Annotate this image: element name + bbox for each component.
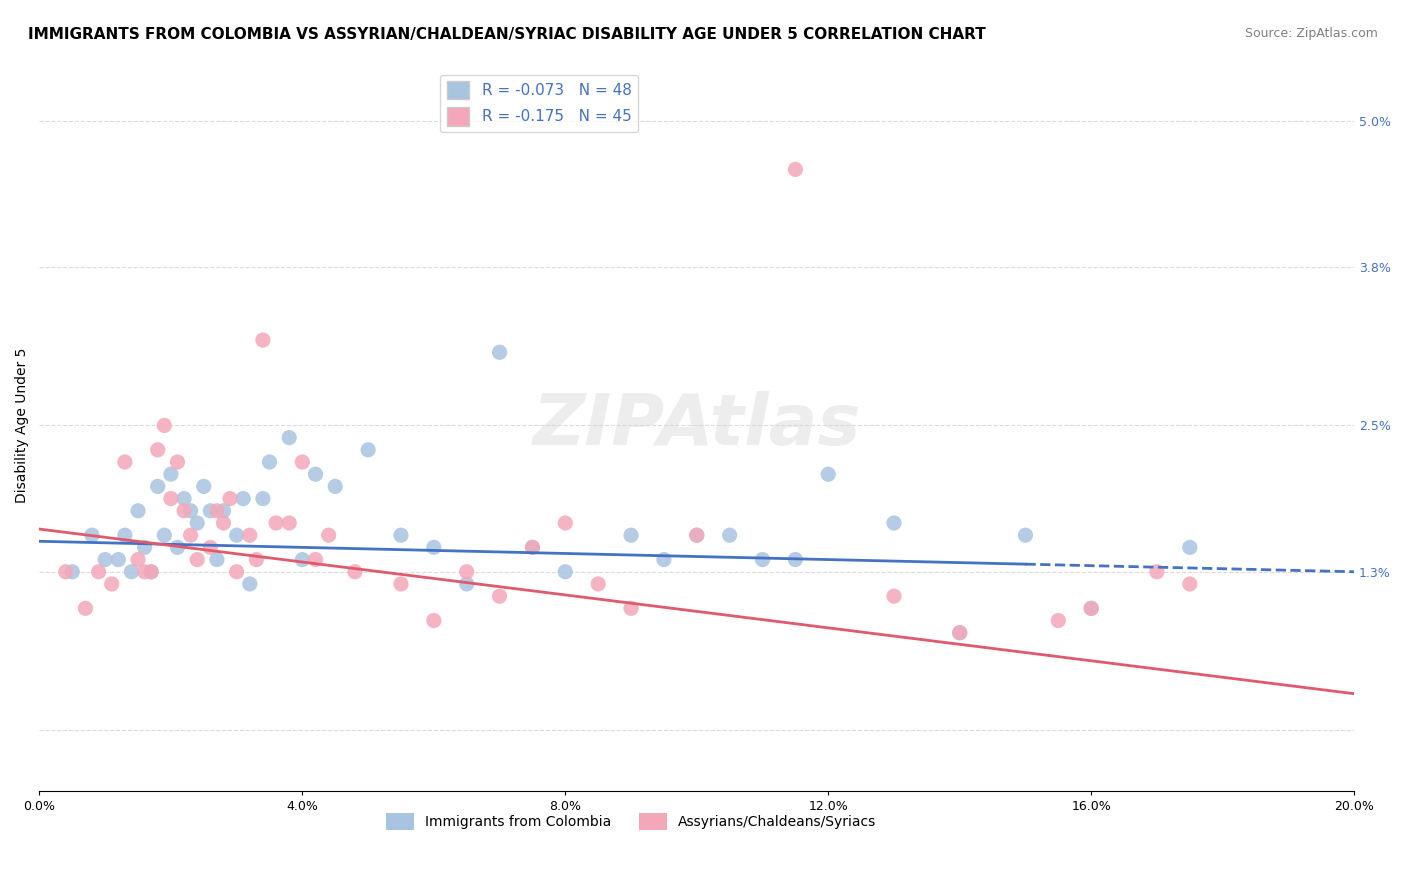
Point	[883, 589, 905, 603]
Point	[80, 528, 103, 542]
Point	[291, 455, 314, 469]
Point	[554, 565, 576, 579]
Text: Source: ZipAtlas.com: Source: ZipAtlas.com	[1244, 27, 1378, 40]
Point	[1014, 528, 1036, 542]
Point	[1178, 577, 1201, 591]
Point	[949, 625, 972, 640]
Point	[134, 565, 156, 579]
Point	[278, 431, 301, 445]
Point	[264, 516, 287, 530]
Point	[456, 577, 478, 591]
Point	[87, 565, 110, 579]
Point	[55, 565, 77, 579]
Point	[127, 552, 149, 566]
Point	[751, 552, 773, 566]
Point	[1080, 601, 1102, 615]
Point	[423, 541, 446, 555]
Point	[160, 467, 183, 482]
Point	[134, 541, 156, 555]
Point	[245, 552, 267, 566]
Point	[652, 552, 675, 566]
Point	[620, 528, 643, 542]
Point	[114, 455, 136, 469]
Point	[686, 528, 709, 542]
Point	[186, 552, 208, 566]
Point	[291, 552, 314, 566]
Point	[107, 552, 129, 566]
Point	[488, 589, 510, 603]
Point	[949, 625, 972, 640]
Point	[522, 541, 544, 555]
Point	[232, 491, 254, 506]
Point	[323, 479, 346, 493]
Point	[456, 565, 478, 579]
Point	[186, 516, 208, 530]
Text: ZIPAtlas: ZIPAtlas	[533, 391, 860, 460]
Point	[586, 577, 609, 591]
Point	[252, 491, 274, 506]
Point	[389, 577, 412, 591]
Point	[357, 442, 380, 457]
Y-axis label: Disability Age Under 5: Disability Age Under 5	[15, 348, 30, 503]
Point	[389, 528, 412, 542]
Point	[522, 541, 544, 555]
Point	[60, 565, 83, 579]
Point	[166, 455, 188, 469]
Point	[718, 528, 741, 542]
Point	[219, 491, 242, 506]
Text: IMMIGRANTS FROM COLOMBIA VS ASSYRIAN/CHALDEAN/SYRIAC DISABILITY AGE UNDER 5 CORR: IMMIGRANTS FROM COLOMBIA VS ASSYRIAN/CHA…	[28, 27, 986, 42]
Point	[225, 528, 247, 542]
Point	[1146, 565, 1168, 579]
Point	[278, 516, 301, 530]
Point	[75, 601, 97, 615]
Point	[114, 528, 136, 542]
Point	[252, 333, 274, 347]
Point	[343, 565, 366, 579]
Point	[883, 516, 905, 530]
Point	[1047, 614, 1070, 628]
Point	[180, 504, 202, 518]
Point	[554, 516, 576, 530]
Point	[200, 504, 222, 518]
Point	[817, 467, 839, 482]
Point	[239, 577, 262, 591]
Point	[239, 528, 262, 542]
Point	[205, 552, 228, 566]
Point	[146, 442, 169, 457]
Point	[212, 504, 235, 518]
Point	[120, 565, 142, 579]
Point	[686, 528, 709, 542]
Point	[205, 504, 228, 518]
Point	[318, 528, 340, 542]
Point	[304, 467, 326, 482]
Point	[127, 504, 149, 518]
Point	[193, 479, 215, 493]
Point	[200, 541, 222, 555]
Point	[180, 528, 202, 542]
Point	[620, 601, 643, 615]
Point	[153, 528, 176, 542]
Point	[785, 162, 807, 177]
Point	[153, 418, 176, 433]
Point	[488, 345, 510, 359]
Point	[141, 565, 163, 579]
Point	[141, 565, 163, 579]
Point	[94, 552, 117, 566]
Point	[225, 565, 247, 579]
Point	[259, 455, 281, 469]
Point	[173, 491, 195, 506]
Point	[166, 541, 188, 555]
Point	[304, 552, 326, 566]
Point	[100, 577, 122, 591]
Point	[1178, 541, 1201, 555]
Point	[160, 491, 183, 506]
Point	[423, 614, 446, 628]
Legend: Immigrants from Colombia, Assyrians/Chaldeans/Syriacs: Immigrants from Colombia, Assyrians/Chal…	[381, 807, 882, 836]
Point	[785, 552, 807, 566]
Point	[173, 504, 195, 518]
Point	[1080, 601, 1102, 615]
Point	[146, 479, 169, 493]
Point	[212, 516, 235, 530]
